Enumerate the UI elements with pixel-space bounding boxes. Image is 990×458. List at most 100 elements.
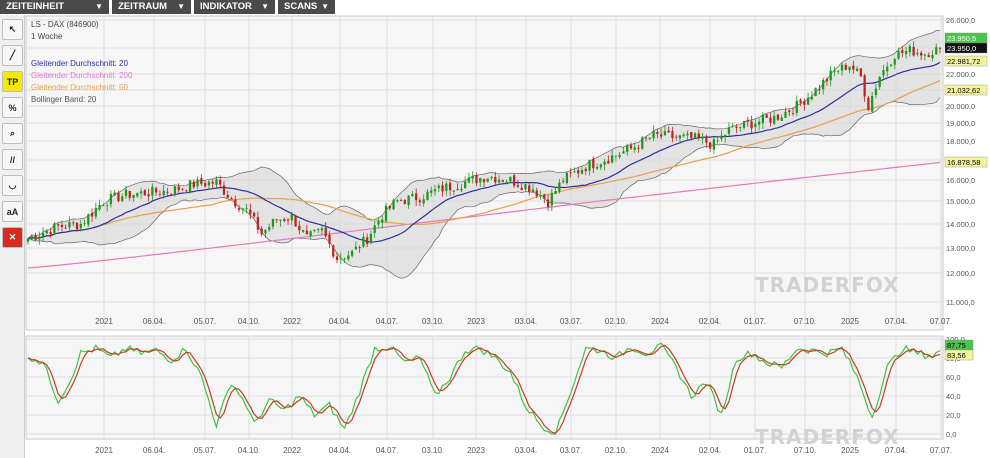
price-tag-label: 22.981,72 <box>947 57 980 66</box>
candle <box>565 171 569 185</box>
tp-tool-button[interactable]: TP <box>2 71 23 92</box>
candle <box>403 199 406 205</box>
candle <box>757 118 761 131</box>
arc-tool-icon[interactable]: ◡ <box>2 175 23 196</box>
candle <box>622 146 625 154</box>
candle <box>369 230 373 245</box>
candle <box>415 188 418 206</box>
candle <box>222 181 226 196</box>
chart-title: LS - DAX (846900) <box>31 20 99 29</box>
x-tick-label: 02.10. <box>605 317 627 326</box>
candle <box>460 184 463 193</box>
candle <box>181 188 184 192</box>
menu-indikator-button[interactable]: INDIKATOR ▼ <box>194 0 276 14</box>
candle <box>513 173 516 189</box>
delete-tool-icon[interactable]: ✕ <box>2 227 23 248</box>
candle <box>931 50 934 62</box>
candle <box>264 229 267 239</box>
x-tick-label: 04.07. <box>376 446 398 455</box>
candle <box>611 149 614 164</box>
price-tag: 16.878,58 <box>944 156 988 168</box>
menu-zeitraum-button[interactable]: ZEITRAUM ▼ <box>112 0 192 14</box>
candle <box>840 61 844 76</box>
candle <box>562 177 565 184</box>
candle <box>844 62 847 71</box>
candle <box>761 112 765 129</box>
candle <box>531 184 535 193</box>
parallel-lines-tool-icon[interactable]: // <box>2 149 23 170</box>
x-tick-label: 05.07. <box>194 446 216 455</box>
candle <box>388 205 391 211</box>
candle <box>305 224 309 235</box>
candle <box>121 193 124 203</box>
candle <box>859 67 862 77</box>
chart-legend: LS - DAX (846900) 1 Woche Gleitender Dur… <box>31 20 133 104</box>
candle <box>362 232 365 248</box>
candle <box>580 166 584 175</box>
x-tick-label: 03.04. <box>515 317 537 326</box>
watermark-bottom: TRADERFOX <box>755 425 900 449</box>
candle <box>528 181 531 196</box>
ma200-line <box>27 161 941 269</box>
candle <box>731 122 734 128</box>
candle <box>735 124 738 134</box>
candle <box>328 231 331 248</box>
candle <box>79 219 82 232</box>
menu-zeiteinheit-button[interactable]: ZEITEINHEIT ▼ <box>0 0 110 14</box>
cursor-tool-icon[interactable]: ↖ <box>2 19 23 40</box>
y-tick-label: 20,0 <box>946 411 961 420</box>
candle <box>268 223 271 232</box>
bollinger-upper <box>27 29 941 239</box>
candle <box>234 195 237 209</box>
stochastic-x-axis: 2021 06.04. 05.07. 04.10. 2022 04.04. 04.07. 03… <box>95 446 952 455</box>
y-tick-label: 40,0 <box>946 392 961 401</box>
candle <box>818 84 821 95</box>
candle <box>185 189 188 193</box>
y-tick-label: 12.000,0 <box>946 269 975 278</box>
candle <box>60 220 64 232</box>
candle <box>546 194 550 211</box>
candle <box>852 60 855 74</box>
candle <box>87 213 90 227</box>
candle <box>708 142 712 153</box>
y-tick-label: 16.000,0 <box>946 176 975 185</box>
text-size-tool-button[interactable]: aA <box>2 201 23 222</box>
y-tick-label: 13.000,0 <box>946 244 975 253</box>
candle <box>188 179 192 194</box>
percent-tool-icon[interactable]: % <box>2 97 23 118</box>
candle <box>45 230 48 235</box>
menu-scans-button[interactable]: SCANS ▼ <box>278 0 336 14</box>
candle <box>275 218 278 224</box>
x-tick-label: 01.07. <box>744 317 766 326</box>
stochastic-panel: 2021 06.04. 05.07. 04.10. 2022 04.04. 04.07. 03… <box>25 335 974 455</box>
candle <box>641 136 644 151</box>
x-tick-label: 2025 <box>841 317 859 326</box>
candle <box>509 176 512 183</box>
line-tool-icon[interactable]: ╱ <box>2 45 23 66</box>
candle <box>399 198 403 202</box>
candle <box>158 190 162 197</box>
value-tag: 87,75 <box>944 339 974 351</box>
candle <box>162 185 165 199</box>
x-tick-label: 06.04. <box>143 317 165 326</box>
candle <box>422 194 425 207</box>
candle <box>878 76 881 91</box>
candle <box>68 216 71 232</box>
x-tick-label: 03.04. <box>515 446 537 455</box>
candle <box>53 221 56 235</box>
candle <box>633 142 636 153</box>
x-tick-label: 2021 <box>95 446 113 455</box>
candle <box>290 211 293 226</box>
zoom-tool-icon[interactable]: ⌕ <box>2 123 23 144</box>
price-tag-label: 16.878,58 <box>947 158 980 167</box>
candle <box>373 221 376 238</box>
menu-label: INDIKATOR <box>200 1 252 12</box>
candle <box>671 127 674 143</box>
candle <box>83 219 86 227</box>
candle <box>283 217 286 223</box>
price-x-axis: 2021 06.04. 05.07. 04.10. 2022 04.04. 04.07. 03… <box>95 317 952 326</box>
stochastic-d-line <box>27 344 941 434</box>
candle <box>644 136 648 142</box>
candle <box>335 252 339 264</box>
